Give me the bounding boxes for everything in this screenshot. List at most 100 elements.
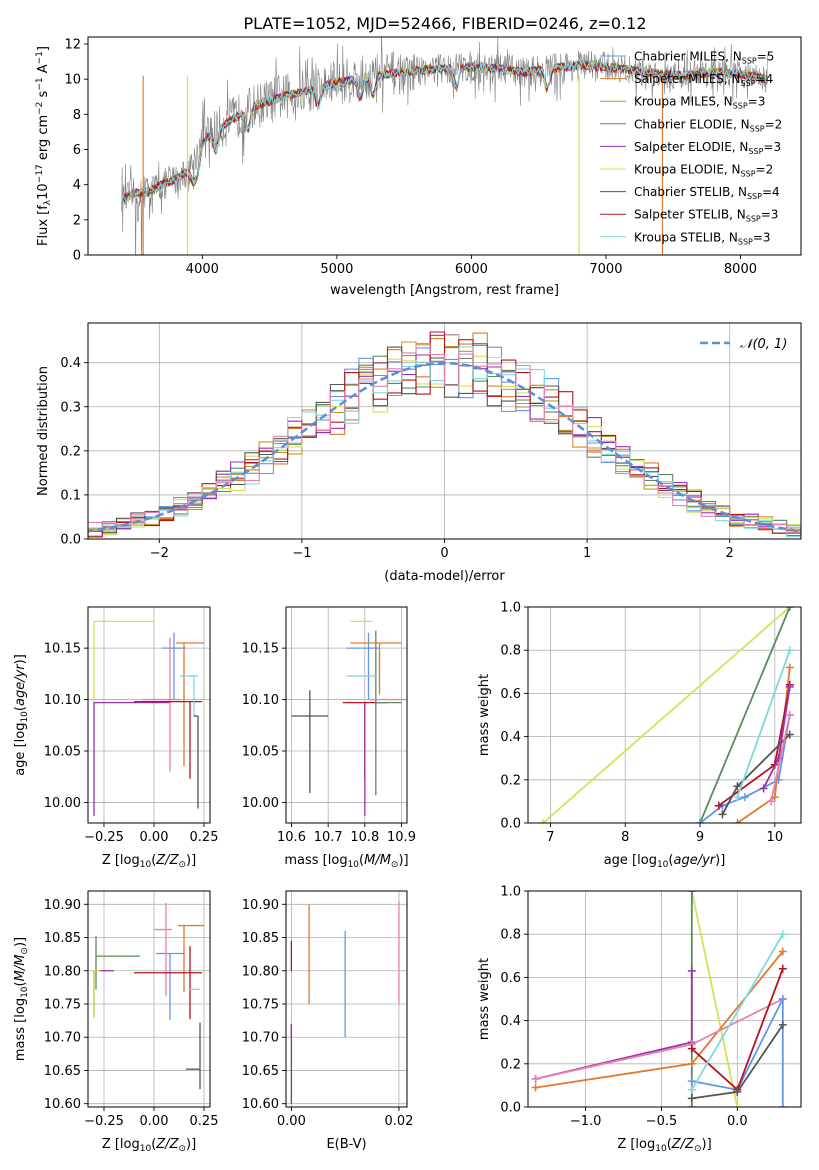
x-axis-label-part: ( [151,853,156,868]
y-axis-label-part: ( [13,981,28,986]
legend-label: Chabrier ELODIE, NSSP=2 [634,117,782,133]
gaussian-reference-line [88,361,801,533]
y-tick-label: 10.15 [44,642,81,657]
y-axis-label: mass [log10(M/M⊙)] [13,937,30,1061]
y-tick-label: 1.0 [500,885,521,900]
legend-label-tail: =2 [765,117,783,131]
legend-label-sub: SSP [746,215,761,224]
x-tick-label: 0.00 [140,830,169,845]
mass-weight-marker [778,1103,787,1107]
legend-label: Kroupa ELODIE, NSSP=2 [634,163,773,179]
x-tick-label: 10.7 [314,830,343,845]
y-axis-label-part: −1 [35,77,45,90]
y-axis-label: age [log10(age/yr)] [13,654,30,776]
x-axis-label-part: Z/Z [155,1137,179,1152]
mass-weight-series [770,714,791,802]
mass-weight-series [699,607,791,823]
y-tick-label: 0.0 [500,817,521,832]
x-tick-label: 7 [546,830,554,845]
plot-area [538,607,794,823]
x-axis-label-part: 10 [655,1144,667,1154]
legend-label-sub: SSP [750,124,765,133]
y-axis-label-part: )] [13,654,28,664]
figure-title: PLATE=1052, MJD=52466, FIBERID=0246, z=0… [243,14,646,33]
y-tick-label: 8 [73,108,81,123]
plot-area [290,900,400,1104]
x-axis-label: age [log10(age/yr)] [604,853,726,870]
y-tick-label: 10.05 [242,745,279,760]
y-tick-label: 10.00 [242,796,279,811]
legend-label-sub: SSP [741,170,756,179]
x-axis-label-part: ( [667,1137,672,1152]
y-axis-label-part: ] [36,46,51,51]
y-tick-label: 0.6 [500,971,521,986]
legend-label-name: Salpeter ELODIE, N [634,140,748,154]
x-axis-label-part: ( [151,1137,156,1152]
x-axis-label: E(B-V) [326,1137,366,1152]
x-axis-label-part: )] [186,853,196,868]
y-tick-label: 10.85 [44,931,81,946]
x-tick-label: 9 [696,830,704,845]
legend-label-name: Chabrier MILES, N [634,50,742,64]
x-tick-label: 10 [767,830,784,845]
mass-weight-marker [687,1077,696,1086]
x-tick-label: −1 [292,546,311,561]
mass-weight-marker [733,1087,742,1096]
x-axis-label-part: )] [702,1137,712,1152]
mass-weight-marker [733,819,742,823]
plot-area [88,331,801,538]
y-axis-label-part: M/M [13,955,28,982]
x-axis-label-part: )] [398,853,408,868]
y-tick-label: 6 [73,143,81,158]
x-axis-label-part: )] [715,853,725,868]
x-axis-label: mass [log10(M/M⊙)] [284,853,408,870]
x-tick-label: 10.8 [350,830,379,845]
mass-weight-marker [759,784,768,793]
mass-weight-marker [687,1103,696,1107]
axes-frame [285,606,408,824]
x-axis-label-part: ⊙ [694,1144,702,1154]
y-axis-label-part: age/yr [13,663,28,706]
mass-weight-series [690,891,739,1107]
x-axis-label: (data-model)/error [384,569,505,584]
x-axis-label-part: ( [359,853,364,868]
y-tick-label: 10.70 [44,1031,81,1046]
legend-label-sub: SSP [738,237,753,246]
legend-label-tail: =4 [762,185,780,199]
mass-weight-marker [733,782,742,791]
y-tick-label: 10.75 [44,997,81,1012]
y-axis-label-part: )] [13,937,28,947]
y-axis-label: mass weight [477,958,492,1040]
y-tick-label: 0.8 [500,644,521,659]
plot-area [93,902,204,1090]
y-tick-label: 0.4 [60,356,81,371]
mass-weight-marker [718,810,727,819]
mass-weight-series [736,649,791,798]
plot-area [121,37,768,255]
legend-label: Salpeter MILES, NSSP=4 [634,72,773,88]
mass-weight-marker [740,793,749,802]
legend-label: Kroupa STELIB, NSSP=3 [634,230,771,246]
y-axis-label-part: 10 [20,711,30,723]
mass-weight-marker [687,966,696,975]
legend-label-name: Chabrier ELODIE, N [634,117,750,131]
y-tick-label: 10.60 [44,1097,81,1112]
x-axis-label-part: E(B-V) [326,1137,366,1152]
y-axis-label-part: age [log [13,723,28,776]
x-axis-label-part: M/M [364,853,391,868]
legend-label: Kroupa MILES, NSSP=3 [634,95,765,111]
y-tick-label: 0.2 [60,444,81,459]
y-tick-label: 1.0 [500,601,521,616]
x-tick-label: 0.25 [190,830,219,845]
legend-label: Salpeter ELODIE, NSSP=3 [634,140,781,156]
x-tick-label: 4000 [186,262,219,277]
x-tick-label: 10.9 [387,830,416,845]
x-tick-label: −1.0 [570,1114,602,1129]
x-axis-label-part: )] [186,1137,196,1152]
y-axis-label: Flux [fλ10−17 erg cm−2 s−1 A−1] [35,46,53,246]
y-tick-label: 10.00 [44,796,81,811]
y-tick-label: 10.90 [242,898,279,913]
mass-weight-marker [687,1085,696,1094]
mass-weight-marker [733,1103,742,1107]
